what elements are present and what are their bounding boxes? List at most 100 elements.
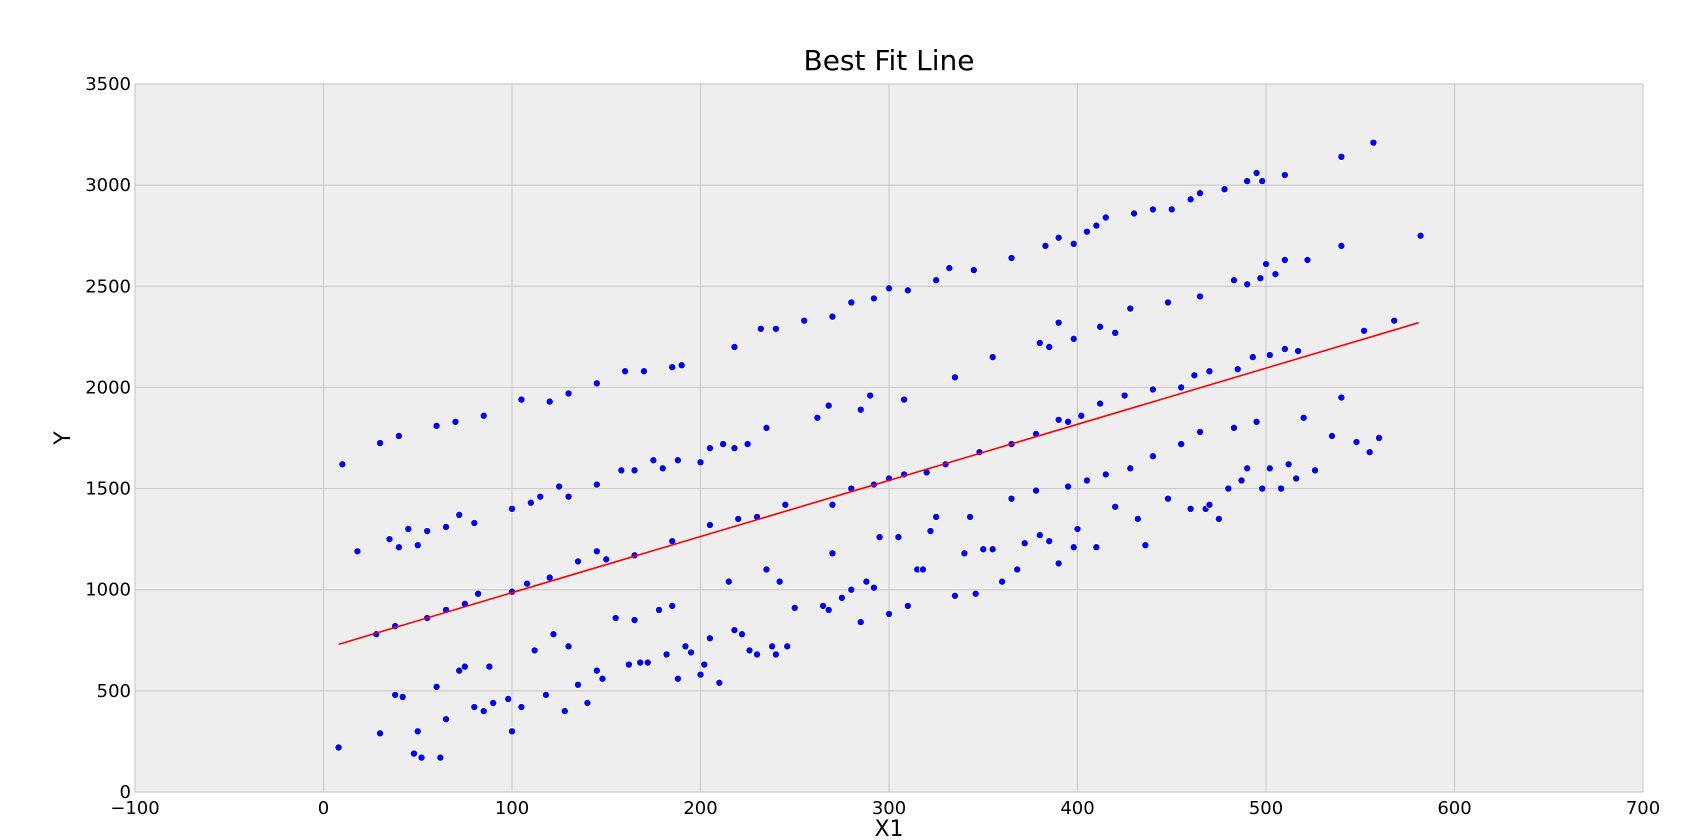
data-point — [960, 549, 969, 558]
data-point — [1177, 440, 1186, 449]
data-point — [517, 703, 526, 712]
data-point — [624, 660, 633, 669]
x-tick-label: 100 — [495, 798, 529, 819]
data-point — [1292, 474, 1301, 483]
data-point — [451, 417, 460, 426]
data-point — [617, 466, 626, 475]
data-point — [385, 535, 394, 544]
data-point — [1327, 431, 1336, 440]
data-point — [1167, 205, 1176, 214]
data-point — [1007, 494, 1016, 503]
data-point — [1035, 338, 1044, 347]
data-point — [668, 601, 677, 610]
data-point — [988, 545, 997, 554]
data-point — [649, 456, 658, 465]
data-point — [1243, 177, 1252, 186]
data-point — [903, 601, 912, 610]
data-point — [545, 397, 554, 406]
data-point — [1196, 189, 1205, 198]
data-point — [1352, 438, 1361, 447]
data-point — [783, 642, 792, 651]
data-point — [894, 533, 903, 542]
data-point — [1265, 464, 1274, 473]
y-tick-label: 0 — [120, 782, 131, 803]
data-point — [730, 342, 739, 351]
data-point — [549, 630, 558, 639]
data-point — [1243, 280, 1252, 289]
data-point — [869, 583, 878, 592]
chart-title: Best Fit Line — [804, 44, 975, 77]
x-tick-label: 200 — [683, 798, 717, 819]
data-point — [1126, 464, 1135, 473]
data-point — [950, 591, 959, 600]
data-point — [1256, 274, 1265, 283]
data-point — [856, 405, 865, 414]
data-point — [517, 395, 526, 404]
data-point — [391, 690, 400, 699]
data-point — [560, 707, 569, 716]
data-point — [1369, 138, 1378, 147]
data-point — [413, 541, 422, 550]
data-point — [592, 547, 601, 556]
data-point — [1073, 525, 1082, 534]
data-point — [668, 363, 677, 372]
data-point — [1390, 316, 1399, 325]
data-point — [862, 577, 871, 586]
data-point — [564, 642, 573, 651]
data-point — [1035, 531, 1044, 540]
data-point — [696, 670, 705, 679]
data-point — [489, 698, 498, 707]
data-point — [847, 585, 856, 594]
data-point — [819, 601, 828, 610]
data-point — [573, 680, 582, 689]
data-point — [1120, 391, 1129, 400]
x-tick-label: 600 — [1437, 798, 1471, 819]
y-tick-label: 2500 — [85, 276, 131, 297]
data-point — [1277, 484, 1286, 493]
data-point — [673, 674, 682, 683]
data-point — [592, 379, 601, 388]
x-tick-label: 500 — [1249, 798, 1283, 819]
data-point — [504, 694, 513, 703]
data-point — [598, 674, 607, 683]
data-point — [885, 284, 894, 293]
data-point — [1229, 423, 1238, 432]
data-point — [1054, 233, 1063, 242]
data-point — [1205, 500, 1214, 509]
data-point — [1214, 514, 1223, 523]
data-point — [423, 527, 432, 536]
data-point — [1337, 152, 1346, 161]
data-point — [1045, 342, 1054, 351]
data-point — [1280, 344, 1289, 353]
data-point — [1360, 326, 1369, 335]
data-point — [1130, 209, 1139, 218]
data-point — [455, 510, 464, 519]
data-point — [771, 650, 780, 659]
data-point — [409, 749, 418, 758]
data-point — [1020, 539, 1029, 548]
data-point — [828, 500, 837, 509]
data-point — [1258, 177, 1267, 186]
data-point — [869, 294, 878, 303]
data-point — [687, 648, 696, 657]
data-point — [564, 492, 573, 501]
data-point — [1069, 239, 1078, 248]
data-point — [442, 715, 451, 724]
data-point — [555, 482, 564, 491]
data-point — [442, 523, 451, 532]
data-point — [413, 727, 422, 736]
data-point — [730, 444, 739, 453]
data-point — [1041, 241, 1050, 250]
data-point — [696, 458, 705, 467]
data-point — [485, 662, 494, 671]
data-point — [926, 527, 935, 536]
data-point — [1092, 543, 1101, 552]
data-point — [753, 650, 762, 659]
data-point — [643, 658, 652, 667]
data-point — [1365, 448, 1374, 457]
data-point — [768, 642, 777, 651]
data-point — [918, 565, 927, 574]
data-point — [800, 316, 809, 325]
data-point — [541, 690, 550, 699]
